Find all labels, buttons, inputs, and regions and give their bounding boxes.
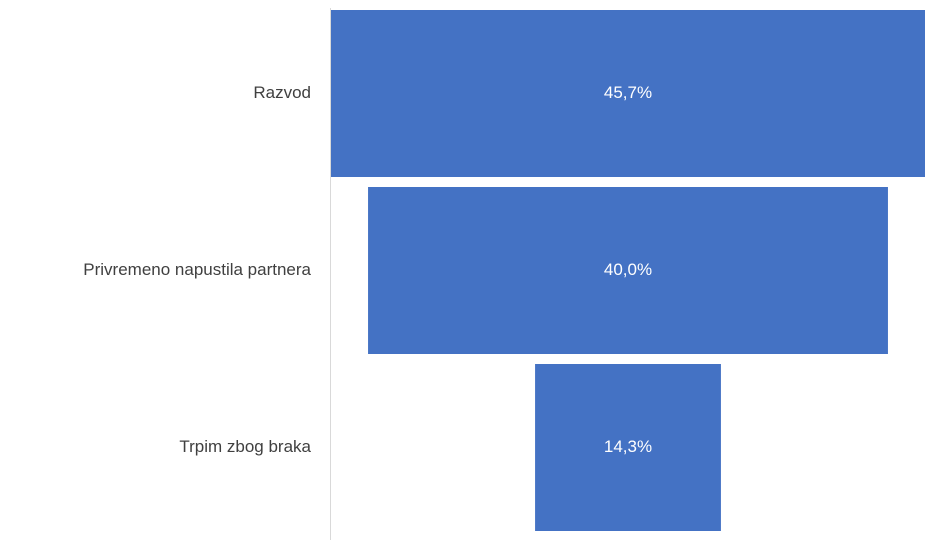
funnel-bar <box>368 187 888 354</box>
funnel-bar <box>535 364 721 531</box>
category-label: Trpim zbog braka <box>179 437 311 456</box>
category-label: Privremeno napustila partnera <box>83 260 311 279</box>
category-label: Razvod <box>253 83 311 102</box>
value-label: 14,3% <box>604 437 652 456</box>
value-label: 45,7% <box>604 83 652 102</box>
value-label: 40,0% <box>604 260 652 279</box>
funnel-bar <box>331 10 925 177</box>
